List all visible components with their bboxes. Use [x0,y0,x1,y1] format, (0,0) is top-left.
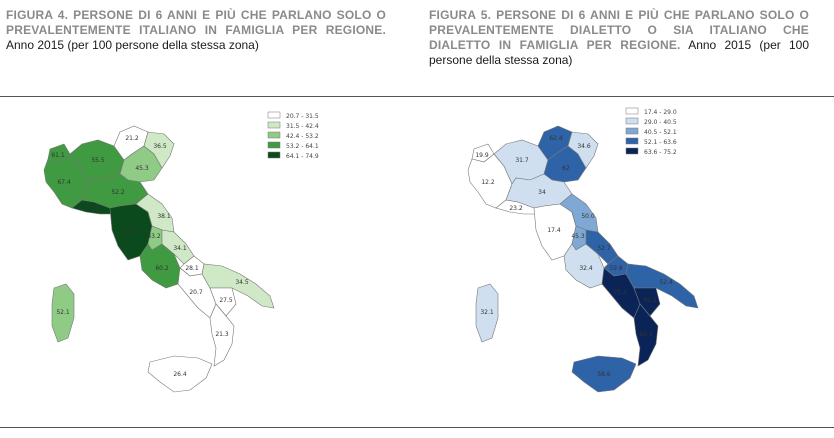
figure5-legend: 17.4 - 29.0 29.0 - 40.5 40.5 - 52.1 52.1… [625,107,677,156]
figure5-subtitle: Anno 2015 (per 100 persone della stessa … [429,38,810,67]
legend5-label-0: 17.4 - 29.0 [644,109,677,116]
figure4-legend: 20.7 - 31.5 31.5 - 42.4 42.4 - 53.2 53.2… [267,111,319,160]
figure5-label-sicilia: 58.6 [597,371,611,378]
figure4-label-toscana: 74.9 [123,227,137,234]
figure4-label-trentino: 21.2 [125,135,139,142]
legend5-swatch-0 [625,107,639,115]
figure4-regions [43,125,275,393]
figure5-label-marche: 50.0 [581,213,595,220]
figure5-label-trentino: 62.4 [549,135,563,142]
figure4-subtitle: Anno 2015 (per 100 persone della stessa … [6,38,259,52]
figure4-label-lazio: 60.2 [155,265,169,272]
figure5-label-basilicata: 69.1 [643,297,657,304]
figure4-label-calabria: 21.3 [215,331,229,338]
figure4-caption: FIGURA 4. PERSONE DI 6 ANNI E PIÙ CHE PA… [6,8,386,53]
legend4-swatch-1 [267,121,281,129]
figure4-label-sicilia: 26.4 [173,371,187,378]
figure4-label-umbria: 43.2 [147,233,161,240]
figure4-label-sardegna: 52.1 [56,309,70,316]
legend5-label-3: 52.1 - 63.6 [644,139,677,146]
figure5-label-puglia: 52.4 [659,279,673,286]
legend5-label-4: 63.6 - 75.2 [644,149,677,156]
legend4-label-1: 31.5 - 42.4 [286,123,319,130]
figure5-label-abruzzo: 52.7 [597,245,611,252]
legend5-label-1: 29.0 - 40.5 [644,119,677,126]
figure5-label-molise: 59.8 [609,265,623,272]
figure5-regions [467,125,699,393]
legend4-label-3: 53.2 - 64.1 [286,143,319,150]
bottom-divider [0,427,834,428]
figure4-label-abruzzo: 34.1 [173,245,187,252]
figure5-label-sardegna: 32.1 [480,309,494,316]
figure4-label-basilicata: 27.5 [219,297,233,304]
legend5-swatch-2 [625,127,639,135]
figure4-map: 20.7 - 31.5 31.5 - 42.4 42.4 - 53.2 53.2… [43,111,319,393]
figure5-title: FIGURA 5. PERSONE DI 6 ANNI E PIÙ CHE PA… [429,8,809,52]
legend4-swatch-2 [267,131,281,139]
figure4-label-piemonte: 67.4 [57,179,71,186]
figure4-label-liguria: 75.8 [85,205,99,212]
legend4-label-0: 20.7 - 31.5 [286,113,319,120]
figure4-label-puglia: 34.5 [235,279,249,286]
figure5-map-panel: 17.4 - 29.0 29.0 - 40.5 40.5 - 52.1 52.1… [426,104,806,422]
legend5-label-2: 40.5 - 52.1 [644,129,677,136]
figure5-label-campania: 75.2 [613,289,627,296]
figure5-label-valle-aosta: 19.9 [475,152,489,159]
figure5-label-piemonte: 12.2 [481,179,495,186]
figure4-label-friuli: 36.5 [153,143,167,150]
figure4-region-labels: 61.1 67.4 55.5 21.2 45.3 36.5 75.8 52.2 … [51,135,249,378]
figure5-label-toscana: 17.4 [547,227,561,234]
figure5-label-liguria: 23.2 [509,205,523,212]
legend4-swatch-4 [267,151,281,159]
region-friuli [143,131,175,169]
figure5-label-veneto: 62 [562,165,570,172]
region-sardegna [51,283,75,343]
figure5-label-lombardia: 31.7 [515,157,529,164]
figure4-label-emilia: 52.2 [111,189,125,196]
figure5-label-friuli: 34.6 [577,143,591,150]
figure4-label-campania: 20.7 [189,289,203,296]
figure5-label-umbria: 45.3 [571,233,585,240]
region-sicilia [147,355,213,393]
figure5-label-calabria: 63.3 [639,331,653,338]
legend5-swatch-3 [625,137,639,145]
legend5-swatch-4 [625,147,639,155]
figure4-label-molise: 28.1 [185,265,199,272]
region-sardegna [475,283,499,343]
figure4-label-lombardia: 55.5 [91,157,105,164]
figure4-title: FIGURA 4. PERSONE DI 6 ANNI E PIÙ CHE PA… [6,8,386,37]
region-calabria [633,303,659,367]
top-divider [0,96,834,97]
legend4-swatch-0 [267,111,281,119]
legend4-swatch-3 [267,141,281,149]
legend4-label-4: 64.1 - 74.9 [286,153,319,160]
figure4-label-marche: 38.1 [157,213,171,220]
region-sicilia [571,355,637,393]
figure4-map-panel: 20.7 - 31.5 31.5 - 42.4 42.4 - 53.2 53.2… [2,104,382,422]
figure5-label-lazio: 32.4 [579,265,593,272]
figure5-map: 17.4 - 29.0 29.0 - 40.5 40.5 - 52.1 52.1… [467,107,699,393]
figure5-region-labels: 19.9 12.2 31.7 62.4 62 34.6 23.2 34 17.4… [475,135,673,378]
figure5-caption: FIGURA 5. PERSONE DI 6 ANNI E PIÙ CHE PA… [429,8,809,68]
legend5-swatch-1 [625,117,639,125]
figure4-label-veneto: 45.3 [135,165,149,172]
region-calabria [209,303,235,367]
legend4-label-2: 42.4 - 53.2 [286,133,319,140]
figure5-label-emilia: 34 [538,189,546,196]
figure4-label-valle-aosta: 61.1 [51,152,65,159]
region-friuli [567,131,599,169]
